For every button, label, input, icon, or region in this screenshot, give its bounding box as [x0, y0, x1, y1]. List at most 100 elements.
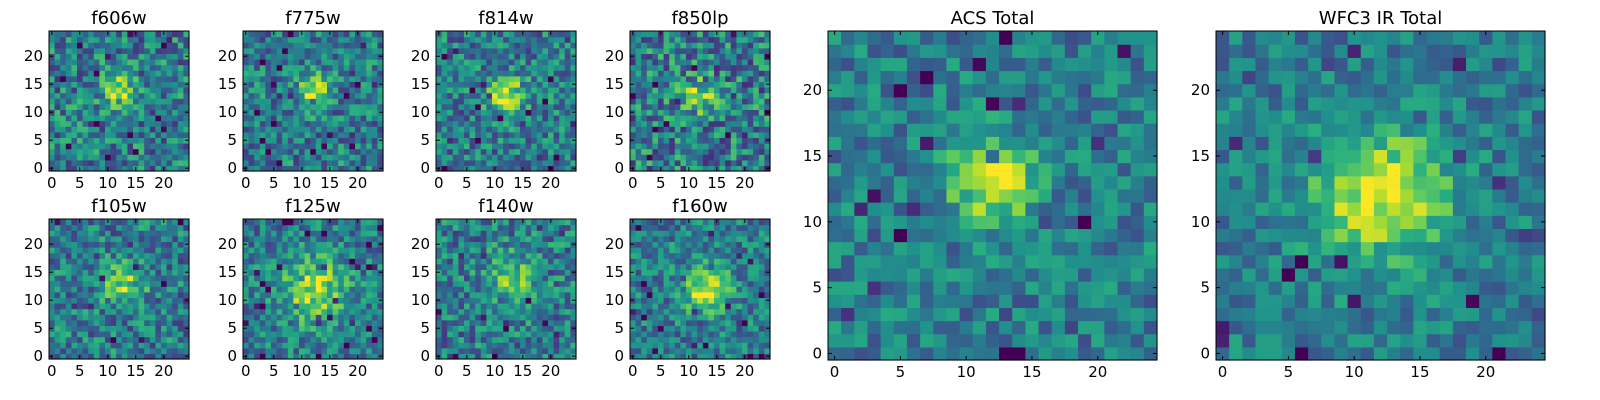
heatmap-cell	[747, 353, 754, 360]
heatmap-cell	[338, 235, 345, 242]
heatmap-cell	[248, 303, 255, 310]
heatmap-cell	[343, 325, 350, 332]
heatmap-cell	[730, 53, 737, 60]
heatmap-cell	[77, 81, 84, 88]
heatmap-cell	[520, 303, 527, 310]
heatmap-cell	[371, 143, 378, 150]
heatmap-cell	[697, 336, 704, 343]
y-tick-label: 0	[420, 159, 430, 177]
heatmap-cell	[475, 92, 482, 99]
heatmap-cell	[475, 314, 482, 321]
heatmap-cell	[127, 314, 134, 321]
heatmap-cell	[503, 42, 510, 49]
heatmap-cell	[343, 98, 350, 105]
heatmap-cell	[753, 87, 760, 94]
heatmap-cell	[371, 64, 378, 71]
heatmap-cell	[371, 47, 378, 54]
heatmap-cell	[293, 247, 300, 254]
heatmap-cell	[177, 336, 184, 343]
heatmap-cell	[371, 230, 378, 237]
heatmap-cell	[155, 347, 162, 354]
heatmap-cell	[553, 92, 560, 99]
heatmap-cell	[149, 165, 156, 172]
heatmap-cell	[441, 92, 448, 99]
heatmap-cell	[299, 98, 306, 105]
heatmap-cell	[377, 87, 384, 94]
heatmap-cell	[293, 137, 300, 144]
heatmap-cell	[680, 159, 687, 166]
heatmap-cell	[747, 319, 754, 326]
heatmap-cell	[758, 120, 765, 127]
heatmap-cell	[441, 314, 448, 321]
heatmap-cell	[736, 154, 743, 161]
heatmap-cell	[355, 115, 362, 122]
heatmap-cell	[736, 280, 743, 287]
heatmap-cell	[60, 126, 67, 133]
heatmap-cell	[265, 131, 272, 138]
heatmap-cell	[177, 235, 184, 242]
heatmap-cell	[652, 325, 659, 332]
heatmap-cell	[536, 131, 543, 138]
heatmap-cell	[514, 70, 521, 77]
heatmap-cell	[71, 258, 78, 265]
heatmap-cell	[646, 336, 653, 343]
heatmap-cell	[243, 115, 250, 122]
heatmap-cell	[758, 31, 765, 38]
heatmap-cell	[110, 70, 117, 77]
heatmap-cell	[730, 36, 737, 43]
heatmap-cell	[93, 319, 100, 326]
heatmap-cell	[559, 297, 566, 304]
heatmap-cell	[658, 126, 665, 133]
heatmap-cell	[486, 31, 493, 38]
heatmap-cell	[133, 291, 140, 298]
heatmap-cell	[144, 280, 151, 287]
heatmap-cell	[691, 47, 698, 54]
heatmap-cell	[166, 275, 173, 282]
heatmap-cell	[452, 87, 459, 94]
heatmap-cell	[708, 115, 715, 122]
heatmap-cell	[553, 230, 560, 237]
heatmap-cell	[99, 120, 106, 127]
heatmap-cell	[315, 235, 322, 242]
heatmap-cell	[293, 143, 300, 150]
heatmap-cell	[377, 235, 384, 242]
heatmap-cell	[166, 159, 173, 166]
heatmap-cell	[271, 336, 278, 343]
heatmap-cell	[343, 219, 350, 226]
heatmap-cell	[503, 347, 510, 354]
heatmap-cell	[121, 314, 128, 321]
heatmap-cell	[548, 247, 555, 254]
heatmap-cell	[77, 115, 84, 122]
heatmap-cell	[542, 109, 549, 116]
heatmap-cell	[88, 224, 95, 231]
heatmap-cell	[447, 81, 454, 88]
heatmap-cell	[680, 81, 687, 88]
heatmap-cell	[248, 87, 255, 94]
heatmap-cell	[282, 325, 289, 332]
heatmap-cell	[93, 143, 100, 150]
heatmap-cell	[697, 325, 704, 332]
heatmap-cell	[155, 75, 162, 82]
heatmap-cell	[508, 103, 515, 110]
heatmap-cell	[172, 137, 179, 144]
heatmap-cell	[172, 325, 179, 332]
heatmap-cell	[508, 286, 515, 293]
heatmap-cell	[714, 53, 721, 60]
heatmap-cell	[54, 331, 61, 338]
heatmap-cell	[338, 275, 345, 282]
heatmap-cell	[287, 120, 294, 127]
heatmap-cell	[652, 75, 659, 82]
heatmap-cell	[338, 224, 345, 231]
heatmap-cell	[719, 154, 726, 161]
heatmap-cell	[464, 47, 471, 54]
heatmap-cell	[60, 53, 67, 60]
heatmap-cell	[559, 59, 566, 66]
heatmap-cell	[71, 131, 78, 138]
heatmap-cell	[469, 92, 476, 99]
heatmap-cell	[133, 154, 140, 161]
heatmap-cell	[520, 331, 527, 338]
heatmap-cell	[172, 252, 179, 259]
heatmap-cell	[105, 42, 112, 49]
heatmap-cell	[708, 126, 715, 133]
heatmap-cell	[691, 64, 698, 71]
